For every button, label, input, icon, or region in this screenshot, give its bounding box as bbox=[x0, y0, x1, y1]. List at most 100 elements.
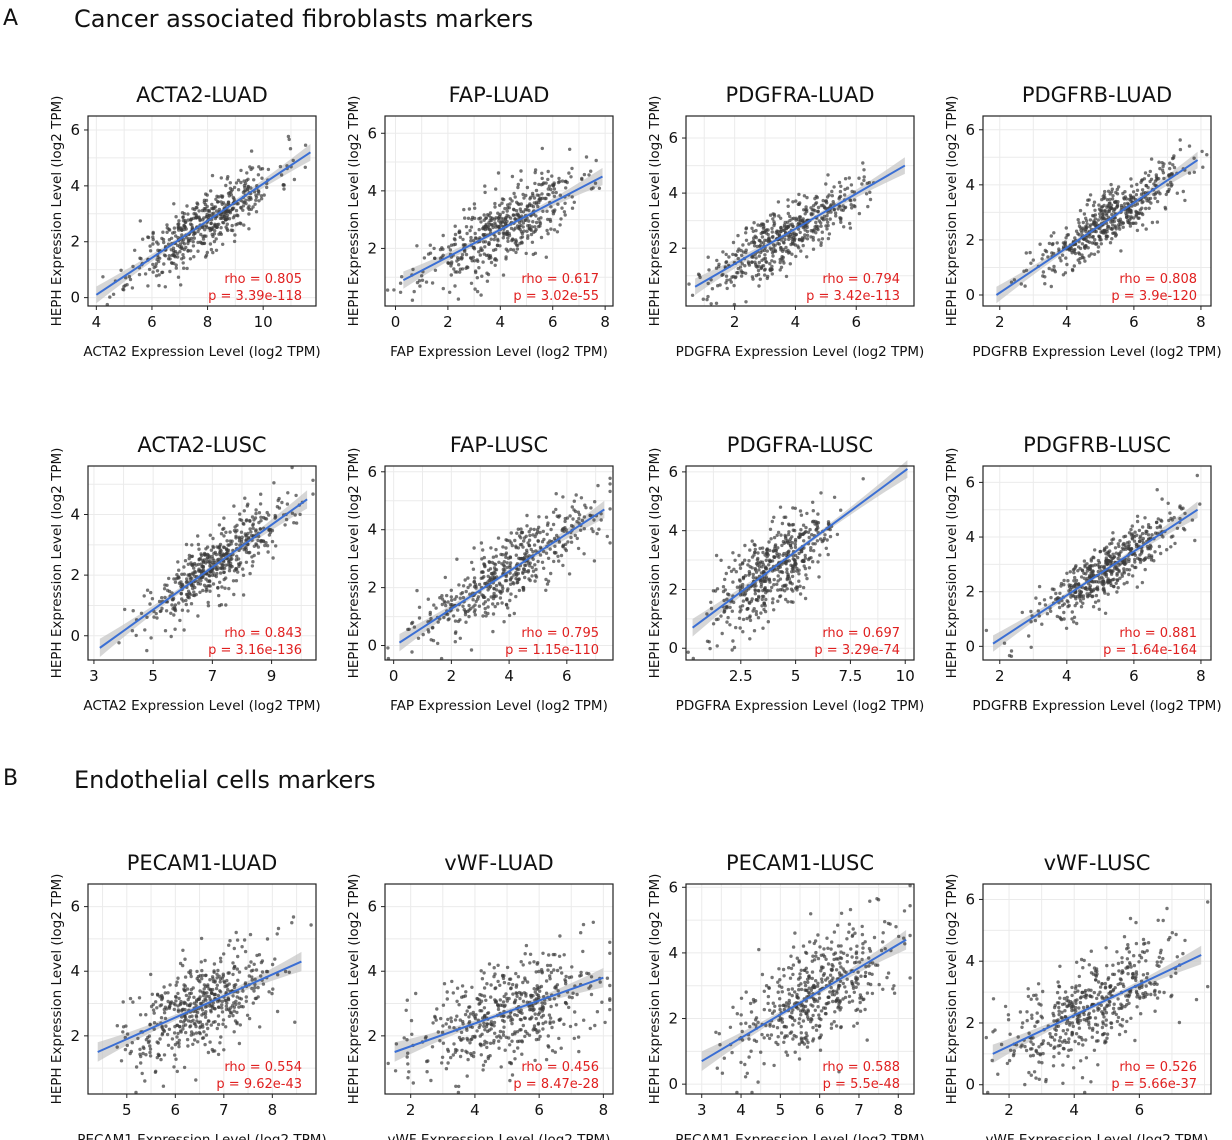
data-point bbox=[1094, 593, 1099, 598]
data-point bbox=[215, 571, 219, 576]
data-point bbox=[803, 212, 807, 216]
data-point bbox=[788, 214, 792, 219]
rho-value: rho = 0.617 bbox=[521, 272, 599, 287]
data-point bbox=[561, 563, 565, 568]
data-point bbox=[483, 581, 487, 586]
data-point bbox=[286, 134, 291, 139]
data-point bbox=[768, 527, 773, 531]
data-point bbox=[540, 196, 545, 200]
data-point bbox=[1127, 210, 1132, 214]
data-point bbox=[457, 229, 462, 233]
data-point bbox=[1169, 180, 1173, 185]
data-point bbox=[721, 272, 725, 277]
data-point bbox=[767, 563, 771, 567]
data-point bbox=[705, 297, 709, 302]
data-point bbox=[239, 180, 243, 185]
data-point bbox=[209, 189, 213, 193]
data-point bbox=[428, 243, 432, 247]
data-point bbox=[186, 1044, 190, 1048]
data-point bbox=[1071, 268, 1075, 273]
data-point bbox=[779, 265, 784, 269]
data-point bbox=[740, 262, 744, 266]
data-point bbox=[1131, 574, 1135, 578]
data-point bbox=[198, 582, 203, 586]
data-point bbox=[214, 567, 219, 571]
data-point bbox=[757, 596, 761, 600]
data-point bbox=[239, 222, 243, 226]
data-point bbox=[486, 605, 490, 609]
data-point bbox=[160, 1033, 164, 1037]
data-point bbox=[1064, 226, 1069, 230]
data-point bbox=[187, 556, 191, 561]
data-point bbox=[728, 623, 732, 627]
y-tick-label: 4 bbox=[965, 528, 975, 546]
data-point bbox=[547, 193, 551, 197]
data-point bbox=[1076, 582, 1081, 586]
data-point bbox=[545, 523, 550, 527]
data-point bbox=[541, 209, 545, 213]
data-point bbox=[543, 196, 547, 201]
data-point bbox=[142, 594, 146, 598]
data-point bbox=[264, 517, 269, 521]
data-point bbox=[1144, 227, 1148, 231]
data-point bbox=[219, 532, 224, 536]
data-point bbox=[176, 991, 180, 996]
data-point bbox=[787, 250, 792, 254]
data-point bbox=[515, 243, 520, 248]
data-point bbox=[1097, 607, 1102, 611]
data-point bbox=[481, 576, 485, 580]
data-point bbox=[783, 589, 787, 593]
data-point bbox=[811, 230, 815, 234]
data-point bbox=[555, 533, 559, 538]
data-point bbox=[747, 573, 751, 577]
data-point bbox=[516, 185, 520, 190]
data-point bbox=[432, 603, 436, 607]
data-point bbox=[550, 183, 555, 187]
data-point bbox=[740, 270, 744, 275]
data-point bbox=[530, 240, 535, 244]
data-point bbox=[520, 231, 525, 236]
data-point bbox=[522, 539, 526, 543]
data-point bbox=[538, 530, 542, 535]
data-point bbox=[230, 539, 234, 543]
data-point bbox=[527, 219, 531, 223]
data-point bbox=[791, 566, 795, 571]
data-point bbox=[1087, 198, 1091, 202]
data-point bbox=[1077, 221, 1081, 225]
data-point bbox=[590, 527, 594, 531]
data-point bbox=[546, 177, 550, 182]
data-point bbox=[189, 217, 193, 222]
data-point bbox=[232, 504, 236, 508]
data-point bbox=[238, 1023, 242, 1027]
data-point bbox=[526, 236, 530, 240]
data-point bbox=[151, 1002, 155, 1007]
data-point bbox=[829, 203, 833, 207]
data-point bbox=[565, 516, 570, 520]
data-point bbox=[160, 1025, 164, 1030]
data-point bbox=[778, 594, 782, 599]
data-point bbox=[529, 232, 534, 237]
y-axis-label: HEPH Expression Level (log2 TPM) bbox=[944, 448, 960, 679]
data-point bbox=[756, 268, 761, 273]
data-point bbox=[185, 577, 189, 581]
data-point bbox=[115, 1045, 119, 1049]
data-point bbox=[211, 544, 215, 549]
data-point bbox=[259, 197, 264, 201]
data-point bbox=[1116, 542, 1121, 546]
data-point bbox=[504, 555, 508, 559]
y-tick-label: 0 bbox=[70, 627, 80, 645]
data-point bbox=[1102, 193, 1107, 197]
data-point bbox=[1078, 208, 1083, 213]
data-point bbox=[223, 586, 227, 590]
data-point bbox=[568, 147, 572, 151]
data-point bbox=[857, 176, 861, 180]
data-point bbox=[750, 275, 755, 279]
data-point bbox=[492, 237, 496, 242]
data-point bbox=[791, 600, 795, 604]
y-axis-label: HEPH Expression Level (log2 TPM) bbox=[49, 448, 65, 679]
data-point bbox=[706, 255, 710, 259]
data-point bbox=[228, 181, 232, 185]
data-point bbox=[1096, 599, 1101, 603]
data-point bbox=[143, 272, 148, 276]
